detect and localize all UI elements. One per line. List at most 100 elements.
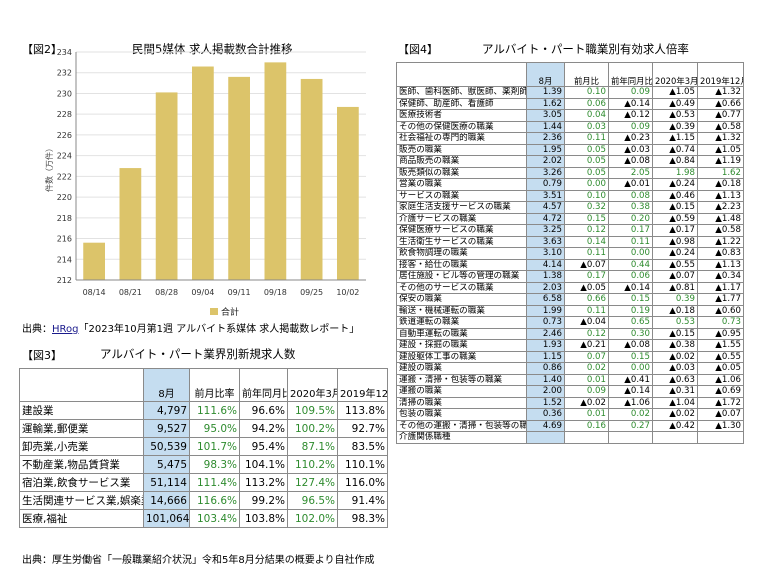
row-value: ▲0.60: [697, 304, 744, 317]
header-month: 8月: [143, 368, 190, 402]
row-value: ▲1.77: [697, 293, 744, 306]
row-value: 0.11: [564, 304, 609, 317]
y-tick-label: 224: [57, 152, 72, 161]
row-value: 1.93: [526, 339, 565, 352]
fig3-source: 出典：厚生労働省「一般職業紹介状況」令和5年8月分結果の概要より自社作成: [22, 555, 375, 566]
table-row: 不動産業,物品賃貸業 5,475 98.3% 104.1% 110.2% 110.1%: [19, 455, 388, 474]
bar-chart: 212 214 216 218 220 222 224 226 228 230 232 234 08/…: [44, 48, 366, 318]
row-value: [608, 431, 653, 444]
row-value: ▲0.59: [652, 212, 698, 225]
row-value: 0.02: [608, 408, 653, 421]
row-value: ▲0.18: [652, 304, 698, 317]
row-value: 98.3%: [189, 455, 240, 474]
row-value: ▲0.14: [608, 385, 653, 398]
y-tick-label: 232: [57, 69, 72, 78]
row-value: ▲1.13: [697, 258, 744, 271]
header-vs-2019: 2019年12月対比率: [337, 368, 388, 402]
row-value: 1.62: [697, 166, 744, 179]
row-value: 1.44: [526, 120, 565, 133]
row-value: [526, 431, 565, 444]
y-tick-label: 216: [57, 235, 72, 244]
row-value: 0.16: [564, 419, 609, 432]
row-category: その他のサービスの職業: [396, 281, 527, 294]
row-value: ▲0.18: [697, 178, 744, 191]
row-value: ▲1.13: [697, 189, 744, 202]
row-value: 6.58: [526, 293, 565, 306]
row-value: ▲0.17: [652, 224, 698, 237]
row-category: 清掃の職業: [396, 396, 527, 409]
row-value: 0.09: [564, 385, 609, 398]
y-tick-label: 214: [57, 255, 72, 264]
x-tick-label: 08/21: [119, 288, 142, 297]
row-value: 0.10: [564, 189, 609, 202]
row-category: 宿泊業,飲食サービス業: [19, 473, 144, 492]
row-value: ▲0.12: [608, 109, 653, 122]
row-value: ▲0.98: [652, 235, 698, 248]
row-category: 保健師、助産師、看護師: [396, 97, 527, 110]
hrog-link[interactable]: HRog: [52, 324, 79, 335]
row-value: 1.95: [526, 143, 565, 156]
header-mom: 前月比率: [189, 368, 240, 402]
x-tick-label: 08/28: [155, 288, 178, 297]
legend-label: 合計: [221, 306, 239, 318]
y-tick-label: 226: [57, 131, 72, 140]
fig4-label: 【図4】: [398, 43, 438, 56]
row-value: 2.03: [526, 281, 565, 294]
row-value: 1.99: [526, 304, 565, 317]
row-category: 医療技術者: [396, 109, 527, 122]
table-row: その他のサービスの職業 2.03 ▲0.05 ▲0.14 ▲0.81 ▲1.17: [396, 281, 744, 294]
row-value: ▲2.23: [697, 201, 744, 214]
row-value: ▲0.14: [608, 97, 653, 110]
table-row: 介護サービスの職業 4.72 0.15 0.20 ▲0.59 ▲1.48: [396, 212, 744, 225]
row-value: 4.72: [526, 212, 565, 225]
table-row: 保健師、助産師、看護師 1.62 0.06 ▲0.14 ▲0.49 ▲0.66: [396, 97, 744, 110]
row-value: ▲1.06: [608, 396, 653, 409]
row-value: ▲1.72: [697, 396, 744, 409]
row-value: 0.15: [608, 350, 653, 363]
row-value: 0.44: [608, 258, 653, 271]
row-category: 医療,福祉: [19, 509, 144, 528]
row-value: ▲0.31: [652, 385, 698, 398]
row-value: ▲1.19: [697, 155, 744, 168]
row-value: ▲0.15: [652, 327, 698, 340]
row-value: 3.63: [526, 235, 565, 248]
row-value: 0.05: [564, 143, 609, 156]
row-value: [564, 431, 609, 444]
row-value: 0.00: [608, 247, 653, 260]
row-value: 98.3%: [337, 509, 388, 528]
row-value: 0.06: [564, 97, 609, 110]
x-tick-label: 09/25: [300, 288, 323, 297]
table-row: その他の運搬・清掃・包装等の職業 4.69 0.16 0.27 ▲0.42 ▲1.30: [396, 419, 744, 432]
row-value: 1.62: [526, 97, 565, 110]
y-tick-label: 234: [57, 48, 72, 57]
row-value: 116.0%: [337, 473, 388, 492]
row-value: 101.7%: [189, 437, 240, 456]
table-header-row: 8月 前月比 前年同月比 2020年3月比 2019年12月比: [396, 62, 744, 87]
table-row: 生活衛生サービスの職業 3.63 0.14 0.11 ▲0.98 ▲1.22: [396, 235, 744, 248]
row-value: 116.6%: [189, 491, 240, 510]
row-value: ▲0.55: [697, 350, 744, 363]
row-value: ▲0.84: [652, 155, 698, 168]
row-value: 0.38: [608, 201, 653, 214]
row-category: サービスの職業: [396, 189, 527, 202]
row-value: ▲0.74: [652, 143, 698, 156]
row-value: 0.07: [564, 350, 609, 363]
row-value: 0.27: [608, 419, 653, 432]
bar-08-28: [155, 92, 178, 280]
row-value: ▲0.83: [697, 247, 744, 260]
y-tick-label: 228: [57, 110, 72, 119]
x-tick-label: 08/14: [83, 288, 106, 297]
row-value: 1.15: [526, 350, 565, 363]
fig2-label: 【図2】: [22, 43, 62, 56]
row-value: ▲0.04: [564, 316, 609, 329]
row-value: ▲0.42: [652, 419, 698, 432]
row-value: 83.5%: [337, 437, 388, 456]
row-value: 2.00: [526, 385, 565, 398]
row-value: 2.02: [526, 155, 565, 168]
row-value: ▲0.07: [564, 258, 609, 271]
row-category: その他の運搬・清掃・包装等の職業: [396, 419, 527, 432]
row-value: ▲0.05: [697, 362, 744, 375]
row-category: 接客・給仕の職業: [396, 258, 527, 271]
row-value: 2.46: [526, 327, 565, 340]
row-value: 4.57: [526, 201, 565, 214]
